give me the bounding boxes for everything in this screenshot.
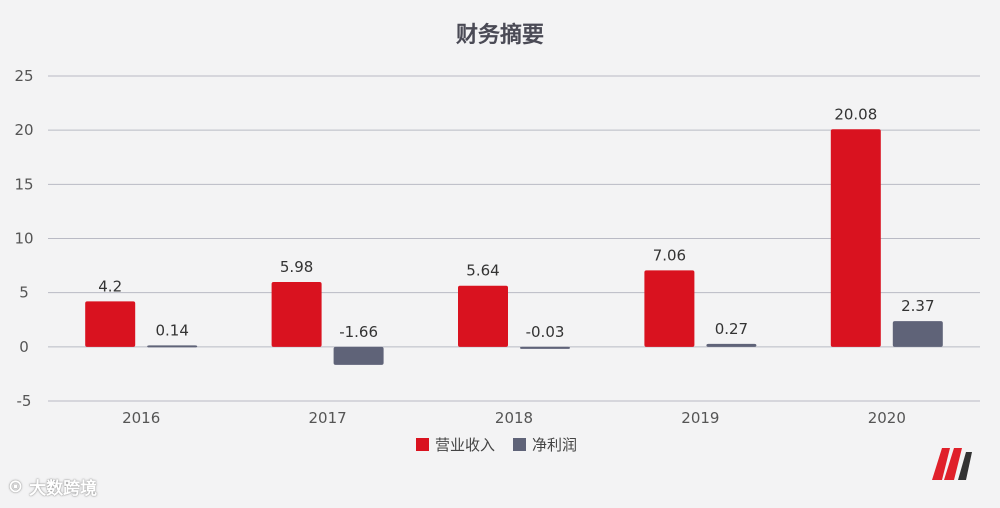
x-tick-label: 2016 (122, 409, 160, 427)
y-tick-label: 5 (19, 284, 29, 302)
x-axis-ticks: 2016 2017 2018 2019 2020 (122, 409, 906, 427)
data-labels: 4.2 0.14 5.98 -1.66 5.64 -0.03 7.06 0.27 20.08 2.… (98, 105, 934, 341)
brand-m-logo (932, 448, 972, 480)
y-tick-label: 10 (14, 230, 33, 248)
bar-net-profit (333, 346, 384, 365)
legend-label: 营业收入 (435, 436, 495, 454)
data-label: 5.64 (466, 262, 499, 280)
legend-swatch (513, 438, 526, 451)
x-tick-label: 2017 (309, 409, 347, 427)
x-tick-label: 2019 (681, 409, 719, 427)
legend-swatch (416, 438, 429, 451)
y-axis-ticks: -5 0 5 10 15 20 25 (14, 67, 33, 410)
bars (85, 129, 943, 365)
data-label: 0.14 (155, 321, 188, 339)
data-label: 5.98 (280, 258, 313, 276)
watermark: ⊙ 大数跨境 (8, 474, 97, 499)
bar-net-profit (520, 346, 570, 349)
y-tick-label: 20 (14, 121, 33, 139)
bar-revenue (458, 285, 508, 347)
y-tick-label: 0 (19, 338, 29, 356)
watermark-icon: ⊙ (8, 476, 24, 497)
bar-revenue (85, 301, 136, 347)
data-label: -0.03 (526, 323, 565, 341)
bar-revenue (644, 270, 695, 347)
bar-net-profit (706, 343, 757, 347)
chart-title: 财务摘要 (456, 22, 544, 48)
watermark-text: 大数跨境 (29, 479, 98, 499)
y-tick-label: 15 (14, 175, 33, 193)
x-tick-label: 2018 (495, 409, 533, 427)
bar-revenue (271, 282, 322, 347)
legend: 营业收入 净利润 (416, 436, 577, 454)
x-tick-label: 2020 (868, 409, 906, 427)
bar-net-profit (892, 321, 943, 347)
data-label: 7.06 (653, 246, 686, 264)
legend-label: 净利润 (532, 436, 577, 454)
bar-net-profit (147, 345, 198, 348)
y-tick-label: 25 (14, 67, 33, 85)
data-label: 2.37 (901, 297, 934, 315)
bar-revenue (830, 129, 881, 347)
gridlines (48, 75, 980, 402)
data-label: 4.2 (98, 277, 122, 295)
data-label: 0.27 (715, 320, 748, 338)
y-tick-label: -5 (17, 392, 32, 410)
data-label: -1.66 (339, 323, 378, 341)
data-label: 20.08 (834, 105, 877, 123)
